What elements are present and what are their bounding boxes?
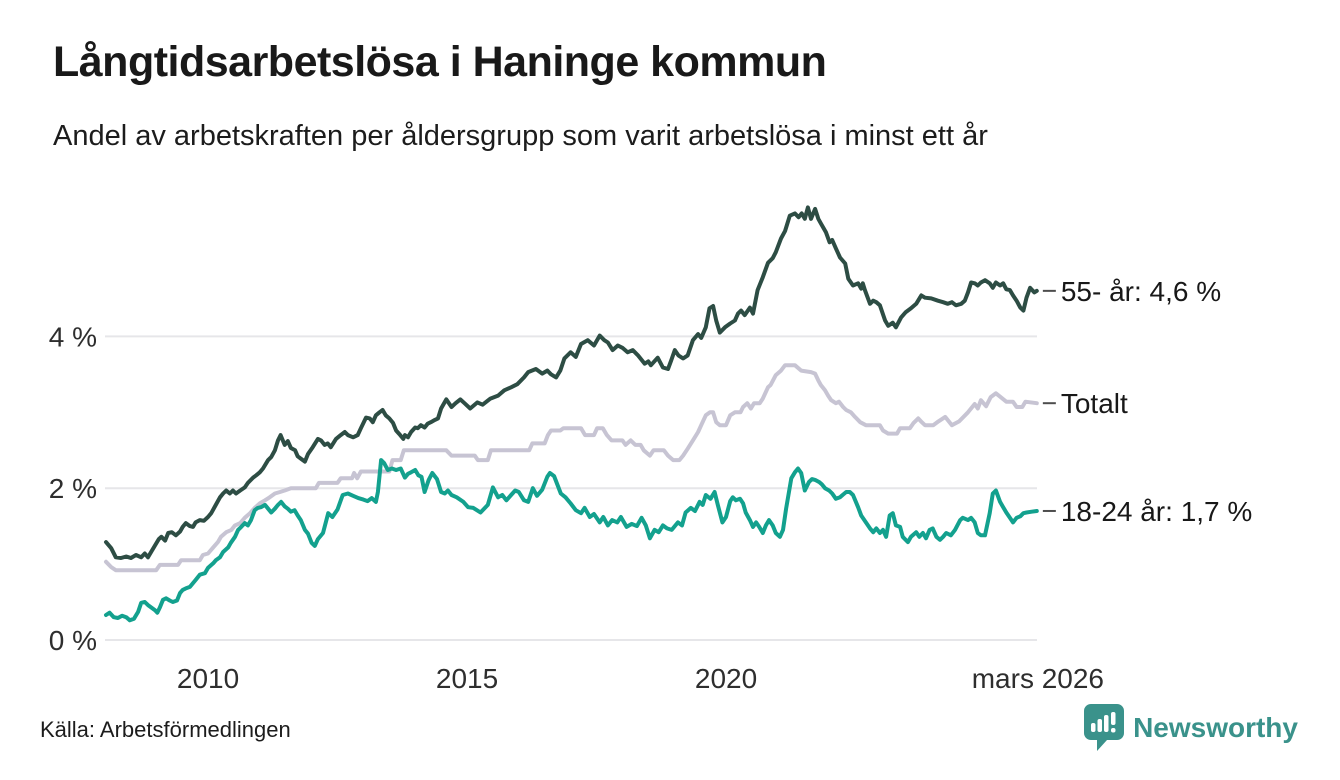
series-end-label-18-24-ar: 18-24 år: 1,7 % (1061, 496, 1252, 527)
y-axis-label-0: 0 % (49, 625, 97, 656)
series-line-totalt (104, 363, 1039, 573)
source-note: Källa: Arbetsförmedlingen (40, 717, 291, 742)
series-end-label-totalt: Totalt (1061, 388, 1128, 419)
newsworthy-wordmark: Newsworthy (1133, 711, 1298, 743)
x-axis-label-mars-2026: mars 2026 (972, 663, 1104, 694)
series-line-18-24-ar (104, 458, 1039, 623)
page-title: Långtidsarbetslösa i Haninge kommun (53, 38, 827, 86)
y-axis-label-4: 4 % (49, 321, 97, 352)
newsworthy-logo-icon (1084, 704, 1125, 751)
x-axis-label-2010: 2010 (177, 663, 239, 694)
y-axis-label-2: 2 % (49, 473, 97, 504)
chart-subtitle: Andel av arbetskraften per åldersgrupp s… (53, 120, 988, 152)
newsworthy-brand: Newsworthy (1084, 704, 1298, 751)
series-end-label-55-ar: 55- år: 4,6 % (1061, 276, 1221, 307)
series-line-55-ar (104, 205, 1039, 560)
x-axis-label-2020: 2020 (695, 663, 757, 694)
x-axis-label-2015: 2015 (436, 663, 498, 694)
